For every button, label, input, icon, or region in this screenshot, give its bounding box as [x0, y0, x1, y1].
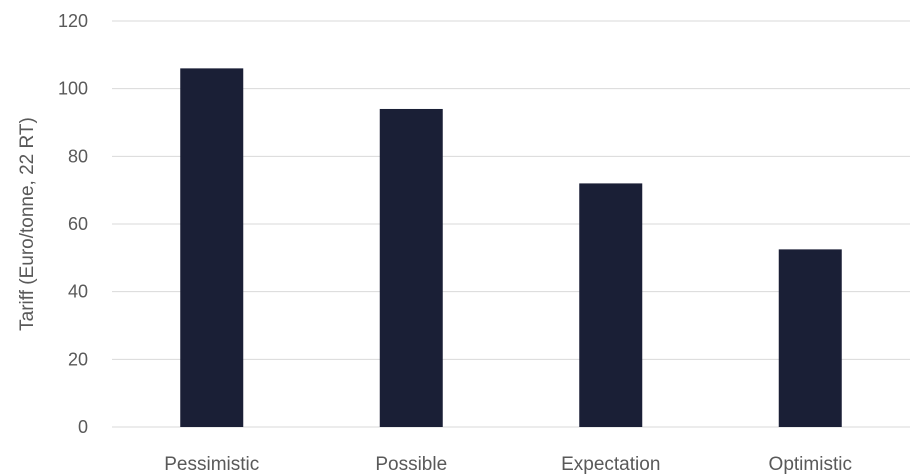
y-tick-label: 20 — [68, 349, 88, 369]
y-tick-label: 100 — [58, 79, 88, 99]
x-category-label: Possible — [375, 454, 447, 475]
bars — [180, 68, 842, 427]
x-category-label: Expectation — [561, 454, 660, 475]
y-tick-label: 120 — [58, 11, 88, 31]
bar-expectation — [579, 183, 643, 427]
bar-optimistic — [778, 249, 842, 427]
x-category-label: Pessimistic — [164, 454, 259, 475]
y-axis-ticks: 0 20 40 60 80 100 120 — [58, 11, 88, 437]
x-axis-categories: Pessimistic Possible Expectation Optimistic — [164, 454, 852, 475]
gridlines — [112, 20, 910, 428]
x-category-label: Optimistic — [769, 454, 852, 475]
y-tick-label: 80 — [68, 146, 88, 166]
y-tick-label: 0 — [78, 417, 88, 437]
y-tick-label: 40 — [68, 282, 88, 302]
y-axis-title: Tariff (Euro/tonne, 22 RT) — [17, 117, 38, 331]
bar-pessimistic — [180, 68, 244, 427]
bar-possible — [379, 108, 443, 427]
y-tick-label: 60 — [68, 214, 88, 234]
